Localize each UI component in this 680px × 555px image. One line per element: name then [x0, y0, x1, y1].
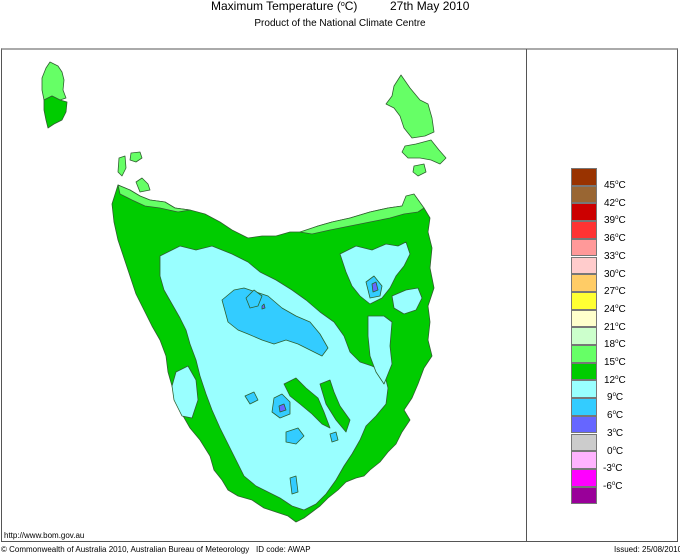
- legend-label: 33oC: [604, 250, 626, 262]
- south-cold-patch-3: [244, 391, 259, 405]
- legend-swatch-below-minus6: [571, 486, 597, 505]
- legend-label: 24oC: [604, 303, 626, 315]
- legend-swatch-30-33: [571, 256, 597, 275]
- three-hummock-island: [129, 151, 143, 163]
- legend-label: 21oC: [604, 321, 626, 333]
- south-coldest-spot: [278, 403, 287, 413]
- temperature-map: [41, 61, 447, 523]
- title-main: Maximum Temperature (oC): [211, 0, 357, 13]
- east-central-cool-patch: [367, 315, 393, 385]
- central-coldest-spot: [261, 303, 266, 310]
- northeast-coast-warm-band: [299, 193, 425, 235]
- legend-swatch-42-45: [571, 185, 597, 204]
- legend-swatch-minus6-minus3: [571, 468, 597, 487]
- east-cool-patch: [391, 287, 423, 315]
- legend-swatch-27-30: [571, 274, 597, 292]
- cape-barren-island: [401, 139, 447, 165]
- legend-label: 39oC: [604, 215, 626, 227]
- title-suffix: C): [344, 0, 358, 13]
- northeast-coldest-spot: [371, 281, 379, 293]
- subtitle-text: Product of the National Climate Centre: [254, 18, 426, 29]
- legend-swatch-6-9: [571, 398, 597, 416]
- copyright-text: © Commonwealth of Australia 2010, Austra…: [1, 545, 250, 554]
- legend-label: 9oC: [607, 392, 624, 404]
- legend-swatch-3-6: [571, 415, 597, 434]
- south-cold-patch-1: [285, 427, 305, 445]
- subtitle: Product of the National Climate Centre: [0, 18, 680, 29]
- legend-swatch-21-24: [571, 309, 597, 328]
- hunter-island: [117, 155, 127, 177]
- south-cold-patch-4: [289, 475, 299, 495]
- legend-label: 3oC: [607, 427, 624, 439]
- legend-label: 30oC: [604, 268, 626, 280]
- map-frame: [1, 48, 678, 542]
- legend-label: -6oC: [603, 480, 623, 492]
- south-central-warm-finger: [319, 379, 351, 433]
- south-cold-patch-2: [329, 431, 339, 443]
- chart-title: Maximum Temperature (oC) 27th May 2010: [0, 0, 680, 20]
- degree-symbol: o: [340, 1, 345, 8]
- legend-label: 15oC: [604, 357, 626, 368]
- west-cool-patch: [171, 365, 199, 419]
- legend-label: -3oC: [603, 463, 623, 475]
- title-date: 27th May 2010: [390, 0, 470, 13]
- legend-label: 45oC: [604, 180, 626, 191]
- legend-swatch-39-42: [571, 203, 597, 222]
- legend-divider: [526, 49, 527, 542]
- legend-label: 42oC: [604, 197, 626, 209]
- legend-label: 6oC: [607, 410, 624, 422]
- king-island-north: [41, 61, 67, 101]
- legend-label: 36oC: [604, 233, 626, 245]
- legend-swatch-minus3-0: [571, 451, 597, 469]
- source-url: http://www.bom.gov.au: [4, 531, 85, 540]
- legend-swatch-18-21: [571, 327, 597, 345]
- legend-swatch-0-3: [571, 433, 597, 452]
- legend-swatch-45-48: [571, 168, 597, 186]
- legend-label: 0oC: [607, 445, 624, 457]
- legend-swatch-15-18: [571, 345, 597, 363]
- title-prefix: Maximum Temperature (: [211, 0, 341, 13]
- legend-label: 12oC: [604, 374, 626, 386]
- north-coast-warm-band: [117, 184, 191, 213]
- legend-swatch-12-15: [571, 362, 597, 381]
- legend-label: 18oC: [604, 339, 626, 351]
- legend-swatch-33-36: [571, 238, 597, 257]
- id-code: ID code: AWAP: [256, 545, 311, 554]
- central-cool-band: [159, 245, 389, 511]
- flinders-island: [385, 74, 435, 139]
- robbins-island: [135, 177, 151, 193]
- small-island: [412, 163, 427, 177]
- south-warm-finger: [283, 377, 331, 429]
- legend-swatch-36-39: [571, 221, 597, 239]
- legend-swatch-24-27: [571, 291, 597, 310]
- legend-label: 27oC: [604, 286, 626, 298]
- issued-date: Issued: 25/08/2010: [614, 545, 680, 554]
- northeast-cool-patch: [339, 241, 411, 305]
- northwest-cold-patch: [245, 289, 263, 309]
- king-island-south: [43, 95, 68, 129]
- legend-swatch-9-12: [571, 380, 597, 399]
